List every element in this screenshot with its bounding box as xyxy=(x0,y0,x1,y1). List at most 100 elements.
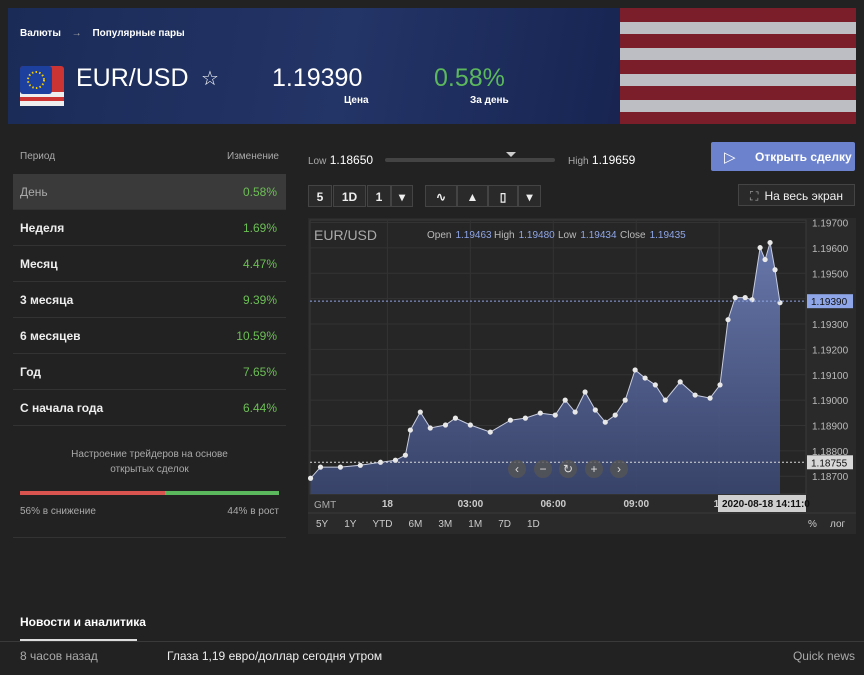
high-label: High xyxy=(568,156,589,167)
period-row[interactable]: Год 7.65% xyxy=(13,354,286,390)
chart-type-dropdown[interactable]: ▾ xyxy=(518,185,541,207)
news-title[interactable]: Глаза 1,19 евро/доллар сегодня утром xyxy=(167,649,383,663)
scale-option[interactable]: лог xyxy=(830,519,846,530)
fullscreen-button[interactable]: ⛶ На весь экран xyxy=(738,184,855,206)
point xyxy=(417,409,423,415)
point xyxy=(732,295,738,301)
pair-name: EUR/USD xyxy=(76,64,189,92)
period-row[interactable]: С начала года 6.44% xyxy=(13,390,286,426)
range-button[interactable]: 1M xyxy=(468,519,482,530)
period-row[interactable]: Месяц 4.47% xyxy=(13,246,286,282)
low-label: Low xyxy=(308,156,327,167)
range-marker xyxy=(506,152,516,157)
price-level-box xyxy=(807,455,853,470)
breadcrumb: Валюты → Популярные пары xyxy=(20,28,185,39)
toolbar-button[interactable]: 1D xyxy=(333,185,366,207)
nav-icon: › xyxy=(617,462,621,476)
panel-border xyxy=(13,537,286,538)
point xyxy=(337,464,344,470)
period-row[interactable]: Неделя 1.69% xyxy=(13,210,286,246)
x-tick-label: 06:00 xyxy=(541,499,567,510)
point xyxy=(442,422,449,428)
low-value: 1.18650 xyxy=(329,153,374,167)
period-row[interactable]: 6 месяцев 10.59% xyxy=(13,318,286,354)
point xyxy=(467,422,473,428)
y-tick-label: 1.19700 xyxy=(812,219,849,230)
ohlc-value: 1.19435 xyxy=(650,230,687,241)
ohlc-value: 1.19434 xyxy=(580,230,617,241)
news-source: Quick news xyxy=(792,649,855,663)
day-change: 0.58% xyxy=(434,64,505,92)
period-change: 4.47% xyxy=(242,257,277,271)
breadcrumb-item[interactable]: Популярные пары xyxy=(92,28,185,39)
period-row[interactable]: 3 месяца 9.39% xyxy=(13,282,286,318)
nav-button[interactable] xyxy=(610,460,628,478)
point xyxy=(652,382,658,388)
range-button[interactable]: YTD xyxy=(372,519,392,530)
pair-flag xyxy=(20,66,64,106)
point xyxy=(562,397,568,403)
y-tick-label: 1.18800 xyxy=(812,447,849,458)
nav-button[interactable] xyxy=(508,460,526,478)
symbol: EUR/USD xyxy=(314,227,377,243)
point xyxy=(725,317,731,323)
period-change: 6.44% xyxy=(242,401,277,415)
range-button[interactable]: 1Y xyxy=(344,519,357,530)
sentiment-line: Настроение трейдеров на основе xyxy=(71,449,228,460)
range-button[interactable]: 7D xyxy=(498,519,511,530)
period-header: Период xyxy=(20,151,56,162)
breadcrumb-item[interactable]: Валюты xyxy=(20,28,61,39)
point xyxy=(317,464,324,470)
period-name: Месяц xyxy=(20,257,58,271)
trade-button[interactable]: ▷ Открыть сделку xyxy=(711,142,855,171)
toolbar-button[interactable]: 1 xyxy=(367,185,391,207)
price-level-box xyxy=(807,294,853,309)
chart-type-area[interactable]: ▲ xyxy=(457,185,488,207)
nav-icon: − xyxy=(539,462,546,476)
range-button[interactable]: 1D xyxy=(527,519,540,530)
period-change: 1.69% xyxy=(242,221,277,235)
banner xyxy=(8,8,856,124)
nav-button[interactable] xyxy=(585,460,603,478)
high: High 1.19659 xyxy=(568,153,635,167)
point xyxy=(572,409,578,415)
trade-button-text: Открыть сделку xyxy=(755,150,852,164)
bearish-label: 56% в снижение xyxy=(20,506,96,517)
nav-button[interactable] xyxy=(534,460,552,478)
nav-button[interactable] xyxy=(559,460,577,478)
point xyxy=(507,417,514,423)
x-axis-label: GMT xyxy=(314,500,336,511)
news-tab[interactable]: Новости и аналитика xyxy=(20,615,146,629)
period-name: 3 месяца xyxy=(20,293,74,307)
time-label: 2020-08-18 14:11:0 xyxy=(722,499,810,510)
point xyxy=(402,452,408,458)
sentiment-text: Настроение трейдеров на основе открытых … xyxy=(13,447,286,477)
point xyxy=(357,462,363,468)
point xyxy=(677,379,683,385)
chart-type-candle[interactable]: ▯ xyxy=(488,185,518,207)
period-change: 7.65% xyxy=(242,365,277,379)
favorite-star[interactable]: ☆ xyxy=(201,68,219,90)
point xyxy=(612,412,618,418)
range-button[interactable]: 6M xyxy=(408,519,422,530)
ohlc-label: High xyxy=(494,230,515,241)
range-button[interactable]: 5Y xyxy=(316,519,329,530)
chart-type-line[interactable]: ∿ xyxy=(425,185,457,207)
toolbar-button[interactable]: 5 xyxy=(308,185,332,207)
point xyxy=(757,245,763,251)
point xyxy=(582,389,588,395)
news-tab-underline xyxy=(20,639,137,641)
period-row[interactable]: День 0.58% xyxy=(13,174,286,210)
y-tick-label: 1.19300 xyxy=(812,320,849,331)
range-button[interactable]: 3M xyxy=(438,519,452,530)
nav-icon: + xyxy=(590,462,597,476)
scale-option[interactable]: % xyxy=(808,519,817,530)
toolbar-dropdown[interactable]: ▾ xyxy=(391,185,413,207)
y-tick-label: 1.19100 xyxy=(812,371,849,382)
point xyxy=(772,267,778,273)
y-tick-label: 1.19600 xyxy=(812,244,849,255)
day-change-label: За день xyxy=(470,95,509,106)
y-tick-label: 1.19200 xyxy=(812,345,849,356)
period-name: С начала года xyxy=(20,401,104,415)
